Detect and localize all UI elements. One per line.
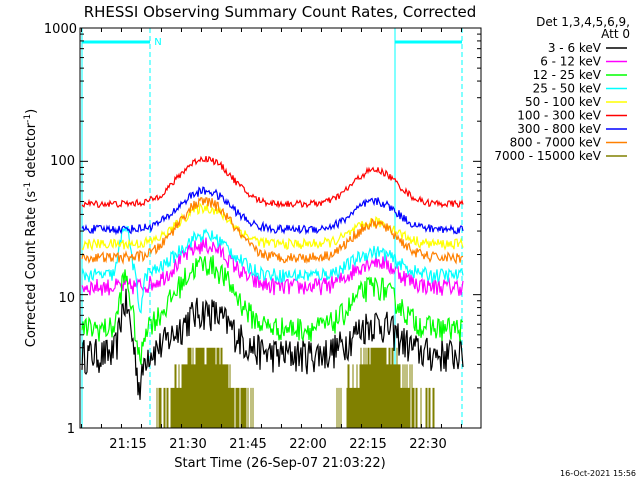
series-line [81,225,464,314]
x-tick-label: 21:15 [109,437,146,452]
legend-header-line: Det 1,3,4,5,6,9, [536,15,630,29]
x-tick-label: 21:30 [169,437,206,452]
x-tick-label: 22:30 [409,437,446,452]
chart-title: RHESSI Observing Summary Count Rates, Co… [84,3,477,21]
legend-label: 50 - 100 keV [525,95,602,109]
series-line [81,155,464,209]
y-tick-label: 100 [50,154,75,169]
legend-label: 25 - 50 keV [533,82,602,96]
y-tick-label: 10 [58,291,75,306]
y-tick-label: 1 [67,422,75,437]
legend-label: 7000 - 15000 keV [494,149,601,163]
y-axis-label: Corrected Count Rate (s-1 detector-1) [23,109,39,347]
x-tick-label: 21:45 [229,437,266,452]
series-line [81,255,464,365]
legend-label: 100 - 300 keV [517,109,601,123]
footer-timestamp: 16-Oct-2021 15:56 [560,469,636,478]
legend-label: 12 - 25 keV [533,68,602,82]
legend-label: 6 - 12 keV [540,55,602,69]
series-line [81,186,464,236]
series-line [81,288,464,400]
plot-frame [79,27,482,429]
x-tick-label: 22:15 [349,437,386,452]
series-line [81,237,464,296]
legend-label: 3 - 6 keV [548,41,602,55]
plot-area [81,28,464,428]
legend-label: 800 - 7000 keV [510,136,602,150]
x-tick-label: 22:00 [289,437,326,452]
legend-label: 300 - 800 keV [517,122,601,136]
x-axis-label: Start Time (26-Sep-07 21:03:22) [174,456,385,471]
series-line [81,202,464,252]
legend-header-line: Att 0 [601,27,630,41]
y-tick-label: 1000 [44,22,77,37]
series-line [81,196,464,265]
flag-marker-label: N [154,37,161,48]
axis-ticks [80,28,481,429]
